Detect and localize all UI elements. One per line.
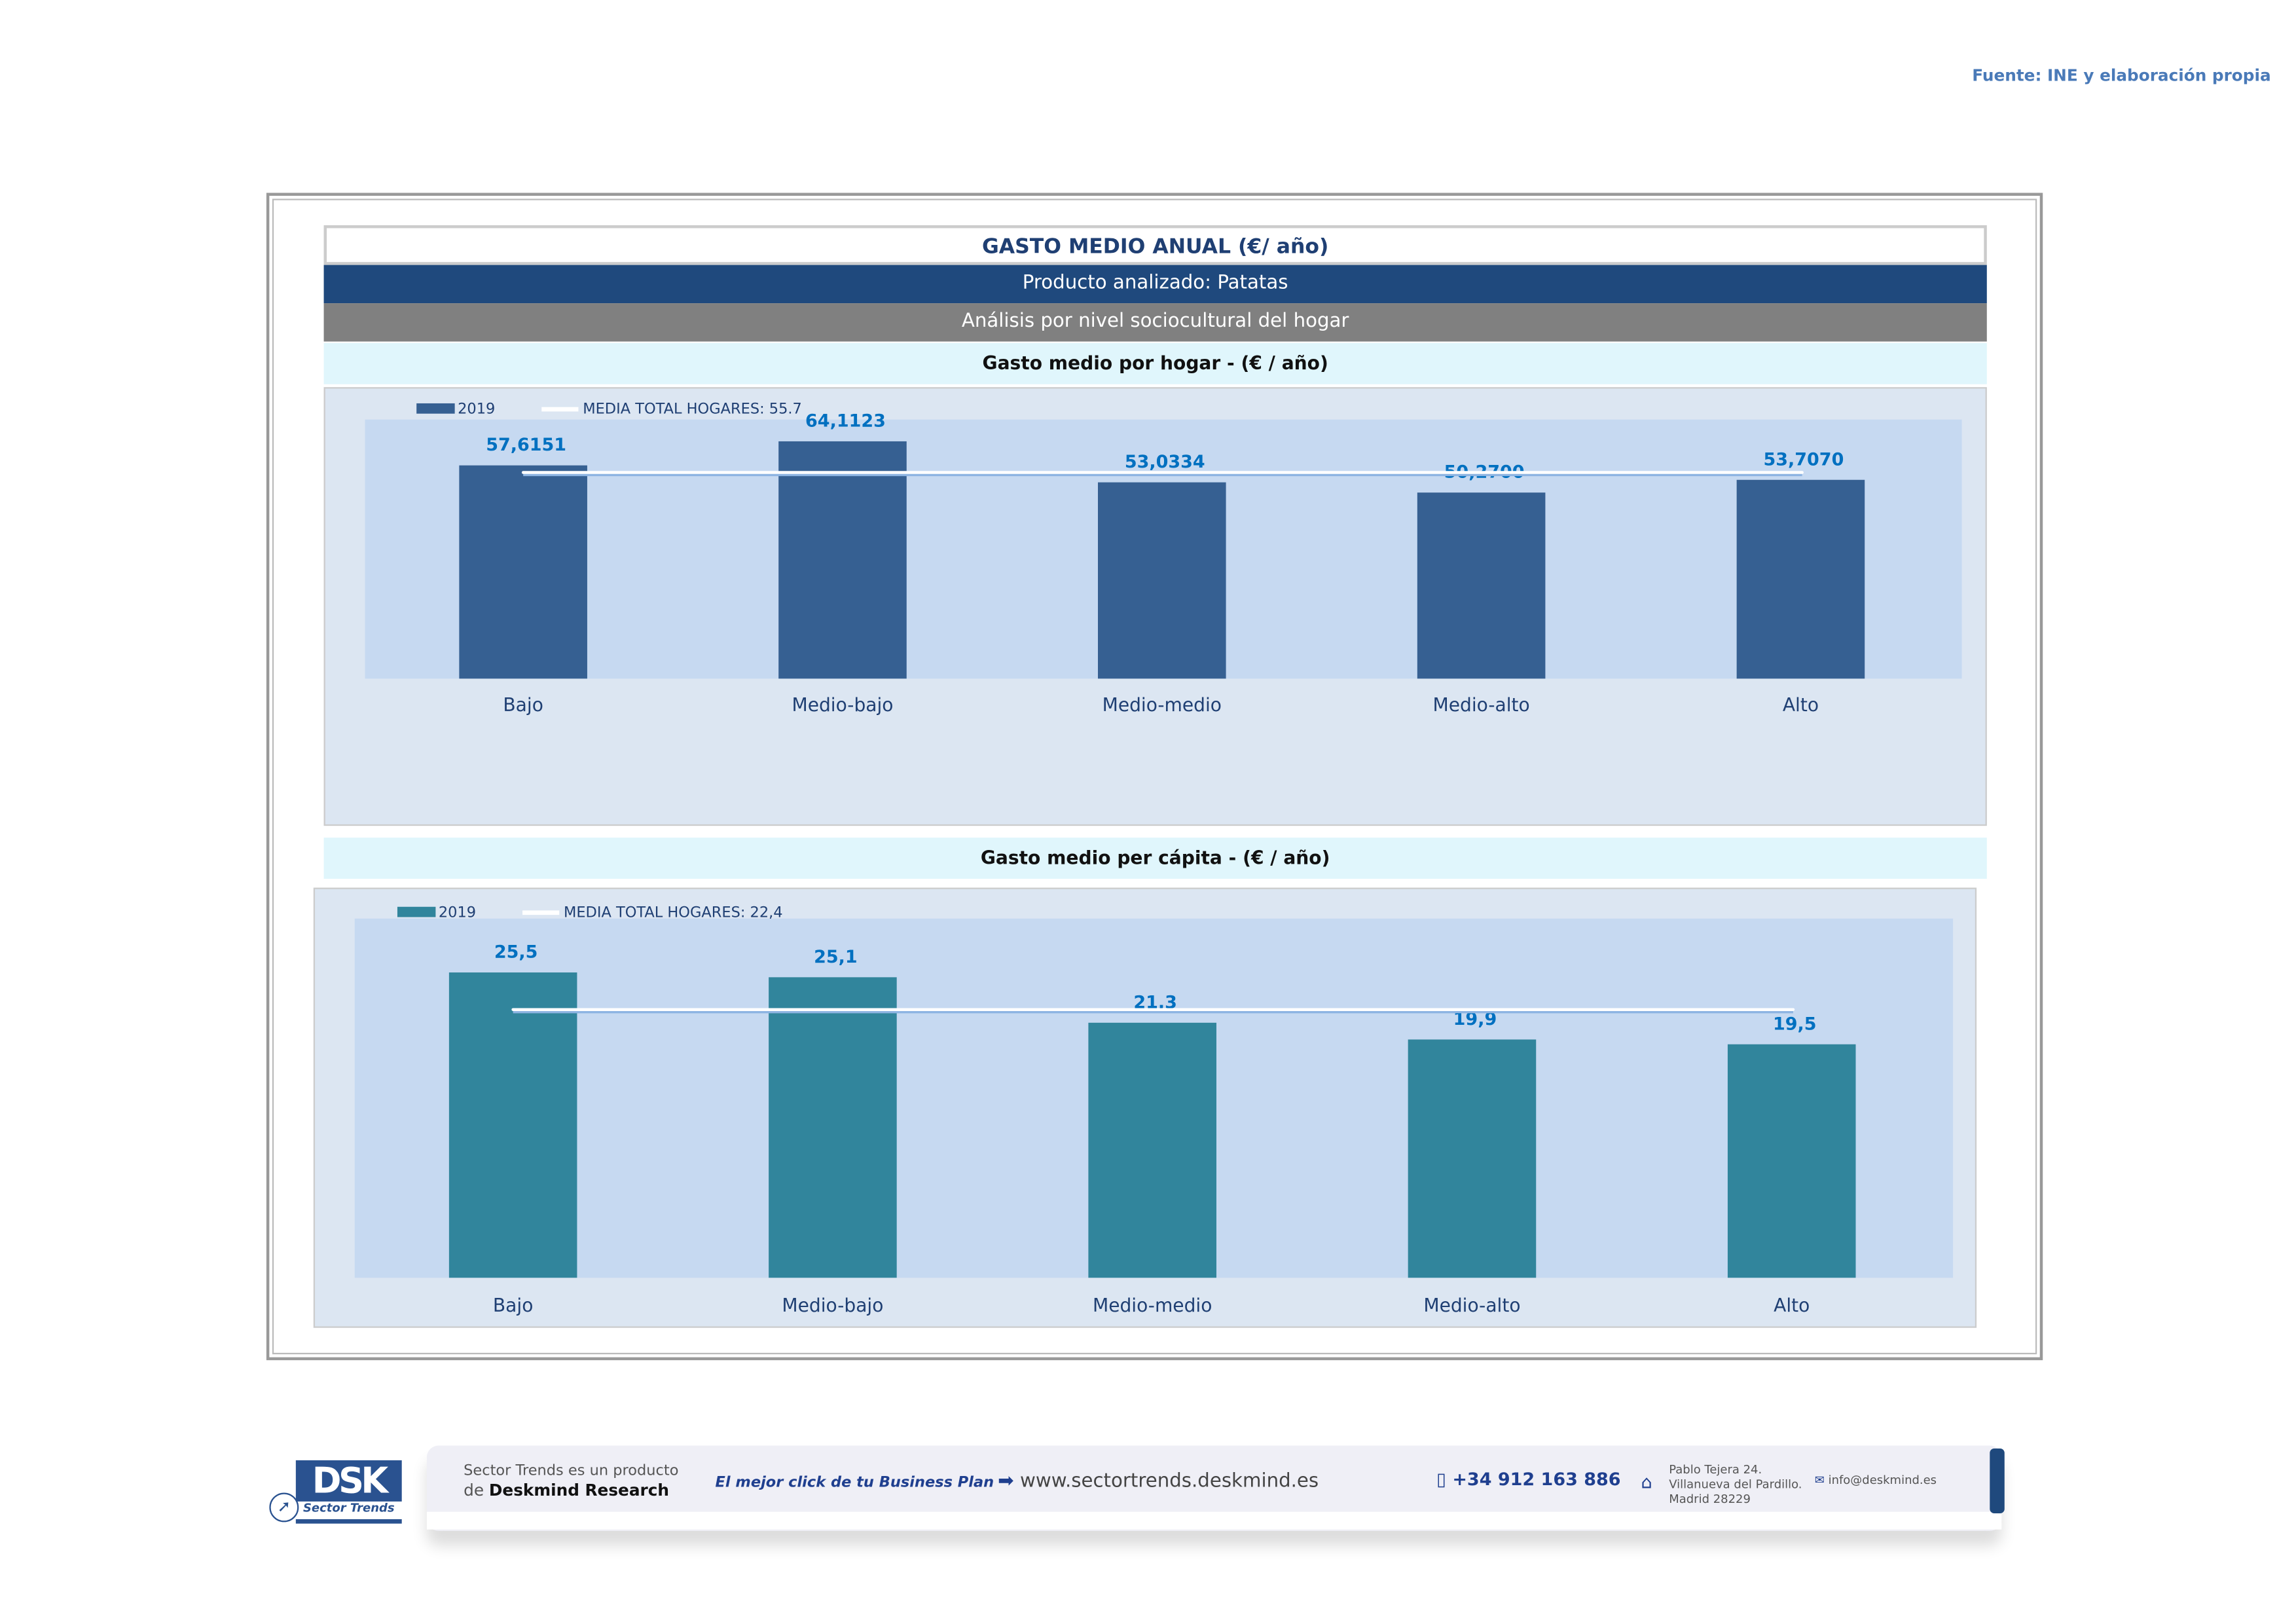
analysis-banner: Análisis por nivel sociocultural del hog… [323,303,1987,342]
bar-bajo [459,465,587,679]
footer-brand: Deskmind Research [488,1481,669,1500]
data-label: 25,5 [494,942,538,963]
footer-tagline-prefix: de [464,1481,484,1500]
data-label: 53,7070 [1764,449,1844,470]
category-label: Medio-alto [1433,694,1530,716]
footer-phone: +34 912 163 886 [1452,1469,1621,1490]
legend-label-media: MEDIA TOTAL HOGARES: 22,4 [564,904,783,921]
bar-bajo [448,972,577,1278]
category-label: Medio-alto [1423,1295,1520,1316]
category-label: Bajo [503,694,543,716]
footer-website[interactable]: www.sectortrends.deskmind.es [1019,1470,1319,1493]
legend-swatch-2019 [416,403,455,414]
phone-icon: ▯ [1436,1469,1446,1490]
source-note: Fuente: INE y elaboración propia [1972,66,2271,86]
bar-alto [1727,1044,1856,1278]
home-icon: ⌂ [1641,1472,1652,1493]
data-label: 57,6151 [486,435,566,455]
bar-medio-medio [1098,482,1226,679]
website-arrow-icon: ➡ [998,1470,1014,1493]
bar-medio-alto [1408,1039,1537,1278]
chart2-title: Gasto medio per cápita - (€ / año) [323,838,1987,879]
footer-tagline-1: Sector Trends es un producto [464,1463,679,1480]
bar-medio-bajo [769,977,897,1278]
mail-icon: ✉ [1814,1473,1825,1487]
footer-address-1: Pablo Tejera 24. [1669,1463,1762,1477]
product-banner: Producto analizado: Patatas [323,265,1987,304]
footer-address-2: Villanueva del Pardillo. [1669,1477,1802,1492]
report-title: GASTO MEDIO ANUAL (€/ año) [323,225,1987,265]
data-label: 53,0334 [1125,452,1205,472]
footer-bar: Sector Trends es un producto de Deskmind… [426,1445,2005,1531]
bar-medio-medio [1088,1022,1216,1278]
chart1-title: Gasto medio por hogar - (€ / año) [323,342,1987,384]
data-label: 19,5 [1773,1014,1817,1034]
report-frame [266,193,2043,1361]
footer-slogan: El mejor click de tu Business Plan [715,1475,994,1492]
dsk-logo: DSK Sector Trends ➚ [269,1460,402,1524]
footer-email[interactable]: info@deskmind.es [1828,1473,1937,1487]
bar-medio-bajo [778,441,907,679]
data-label: 25,1 [814,947,858,967]
legend-label-2019: 2019 [458,401,495,418]
footer-address-3: Madrid 28229 [1669,1492,1751,1506]
legend-swatch-2019 [397,906,436,917]
category-label: Medio-bajo [782,1295,883,1316]
category-label: Bajo [493,1295,533,1316]
category-label: Alto [1783,694,1819,716]
category-label: Medio-bajo [792,694,893,716]
bar-alto [1736,479,1865,679]
data-label: 64,1123 [805,411,886,431]
bar-medio-alto [1417,492,1546,679]
legend-label-2019: 2019 [439,904,476,921]
category-label: Alto [1774,1295,1810,1316]
legend-label-media: MEDIA TOTAL HOGARES: 55.7 [583,401,802,418]
category-label: Medio-medio [1093,1295,1212,1316]
category-label: Medio-medio [1102,694,1222,716]
